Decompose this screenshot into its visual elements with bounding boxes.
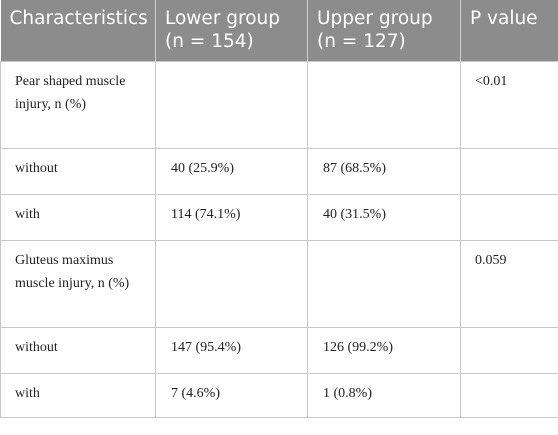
table-row: without 40 (25.9%) 87 (68.5%)	[0, 148, 558, 195]
upper-group-cell	[307, 240, 461, 328]
lower-group-cell: 40 (25.9%)	[155, 148, 308, 195]
table-row: without 147 (95.4%) 126 (99.2%)	[0, 327, 558, 374]
lower-group-cell	[155, 240, 308, 328]
header-characteristics: Characteristics	[0, 0, 156, 62]
row-label: without	[0, 327, 156, 374]
row-label: Pear shaped muscle injury, n (%)	[0, 61, 156, 149]
lower-group-cell: 7 (4.6%)	[155, 373, 308, 418]
table-row: Pear shaped muscle injury, n (%) <0.01	[0, 61, 558, 149]
upper-group-cell	[307, 61, 461, 149]
header-lower-group: Lower group (n = 154)	[155, 0, 308, 62]
lower-group-cell: 114 (74.1%)	[155, 194, 308, 241]
header-p-value: P value	[460, 0, 558, 62]
row-label: without	[0, 148, 156, 195]
lower-group-cell: 147 (95.4%)	[155, 327, 308, 374]
p-value-cell: <0.01	[460, 61, 558, 149]
upper-group-cell: 1 (0.8%)	[307, 373, 461, 418]
table-row: with 7 (4.6%) 1 (0.8%)	[0, 373, 558, 418]
header-upper-group: Upper group (n = 127)	[307, 0, 461, 62]
p-value-cell	[460, 373, 558, 418]
p-value-cell	[460, 148, 558, 195]
lower-group-cell	[155, 61, 308, 149]
header-row: Characteristics Lower group (n = 154) Up…	[0, 0, 558, 62]
upper-group-cell: 126 (99.2%)	[307, 327, 461, 374]
p-value-cell	[460, 327, 558, 374]
table-row: with 114 (74.1%) 40 (31.5%)	[0, 194, 558, 241]
row-label: with	[0, 194, 156, 241]
results-table: Characteristics Lower group (n = 154) Up…	[0, 0, 558, 418]
upper-group-cell: 87 (68.5%)	[307, 148, 461, 195]
row-label: with	[0, 373, 156, 418]
p-value-cell: 0.059	[460, 240, 558, 328]
p-value-cell	[460, 194, 558, 241]
upper-group-cell: 40 (31.5%)	[307, 194, 461, 241]
table-row: Gluteus maximus muscle injury, n (%) 0.0…	[0, 240, 558, 328]
row-label: Gluteus maximus muscle injury, n (%)	[0, 240, 156, 328]
